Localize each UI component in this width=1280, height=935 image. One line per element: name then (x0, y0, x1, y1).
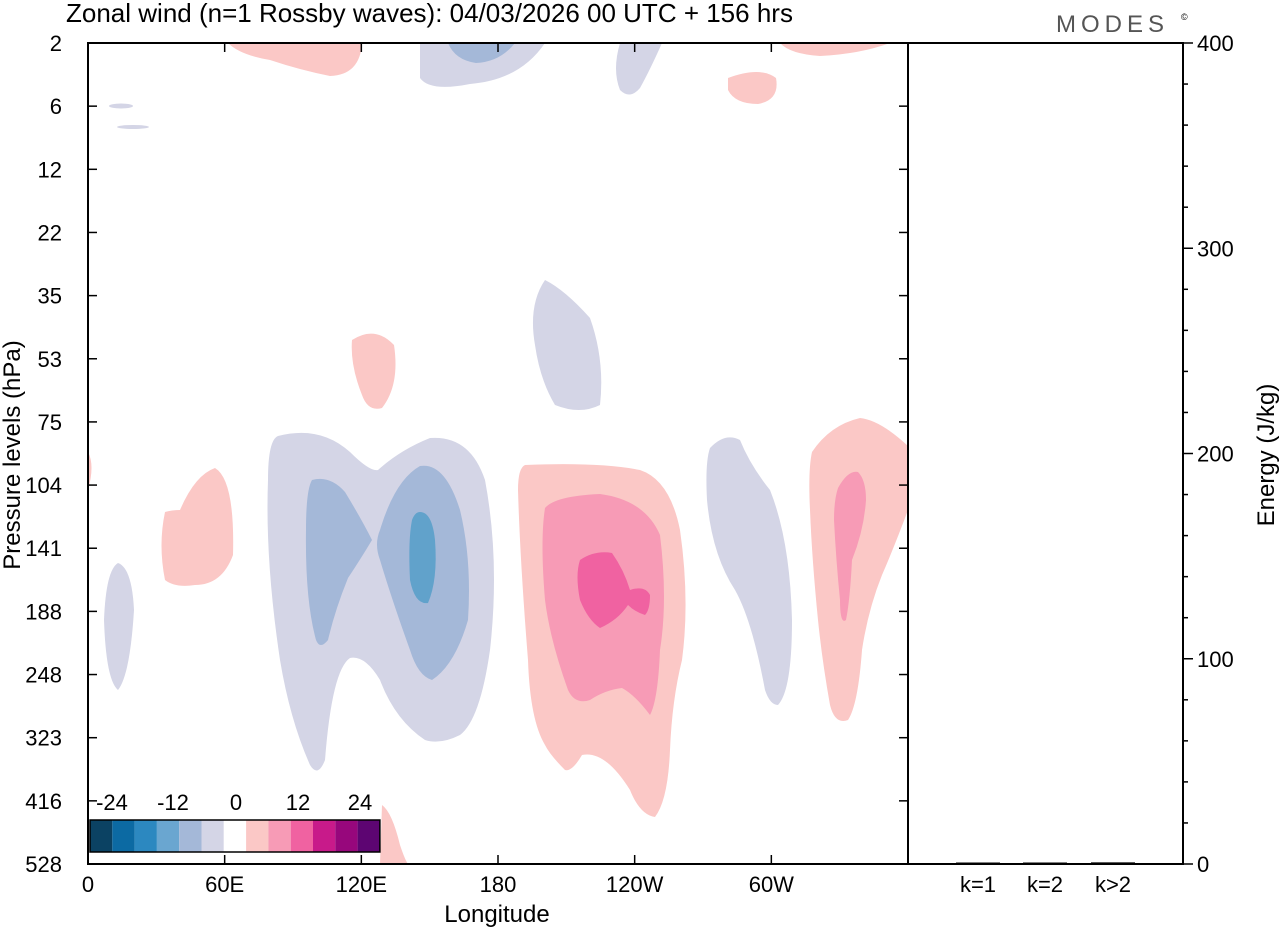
y-tick-label: 6 (50, 94, 62, 119)
colorbar-label: -24 (96, 790, 128, 815)
energy-plot-frame (907, 42, 1184, 865)
y-axis-label: Pressure levels (hPa) (0, 340, 26, 569)
colorbar-swatch (90, 820, 113, 852)
x-tick-label: 60E (205, 872, 244, 897)
brand-logo: MODES © (1056, 11, 1188, 38)
colorbar-swatch (246, 820, 269, 852)
contour-plot-frame (87, 42, 909, 865)
colorbar: -24 -12 0 12 24 (89, 790, 381, 853)
x-axis-label: Longitude (444, 901, 549, 928)
colorbar-swatch (290, 820, 313, 852)
x-tick-label: 180 (480, 872, 517, 897)
colorbar-label: 24 (348, 790, 372, 815)
energy-bar (1023, 862, 1067, 864)
brand-name: MODES (1056, 11, 1169, 38)
energy-axis: 0 100 200 300 400 (1183, 31, 1234, 877)
energy-bar (956, 862, 1000, 864)
colorbar-swatch (156, 820, 180, 852)
contour-pos-20w-outer (809, 418, 908, 721)
y-tick-label: 22 (38, 220, 62, 245)
contour-neg-60w (706, 437, 792, 705)
contour-pos-bottom (380, 805, 408, 864)
y-tick-label: 2 (50, 31, 62, 56)
contour-neg-top-2 (616, 43, 662, 95)
energy-tick-label: 200 (1197, 442, 1234, 467)
colorbar-swatch (134, 820, 157, 852)
brand-mark: © (1181, 12, 1188, 22)
y-tick-label: 188 (25, 599, 62, 624)
y-tick-label: 141 (25, 536, 62, 561)
colorbar-swatch (335, 820, 358, 852)
contour-neg-top-1 (420, 43, 545, 87)
energy-tick-label: 300 (1197, 236, 1234, 261)
contour-neg-big-inner-left (305, 478, 372, 645)
colorbar-swatch (268, 820, 291, 852)
energy-bars: k=1 k=2 k>2 (956, 862, 1135, 897)
colorbar-swatch (179, 820, 202, 852)
energy-tick-label: 0 (1197, 852, 1209, 877)
x-tick-label: 120E (336, 872, 387, 897)
y-tick-label: 323 (25, 726, 62, 751)
contour-pos-top-3 (780, 43, 890, 56)
colorbar-swatch (223, 820, 247, 852)
y-tick-label: 416 (25, 789, 62, 814)
energy-tick-label: 400 (1197, 31, 1234, 56)
x-tick-label: 60W (749, 872, 794, 897)
y-tick-label: 528 (25, 852, 62, 877)
contour-pos-mid (351, 333, 396, 409)
energy-category-label: k=2 (1027, 872, 1063, 897)
chart-title: Zonal wind (n=1 Rossby waves): 04/03/202… (66, 0, 793, 28)
energy-category-label: k>2 (1095, 872, 1131, 897)
x-tick-label: 0 (82, 872, 94, 897)
colorbar-frame (89, 819, 381, 853)
contour-neg-big-core (409, 512, 436, 604)
contour-neg-tiny-1 (109, 103, 133, 109)
energy-bar (1091, 862, 1135, 864)
energy-tick-label: 100 (1197, 647, 1234, 672)
contour-neg-15e (104, 563, 134, 690)
pressure-axis: 2 6 12 22 35 53 75 104 141 188 248 323 416 528 (25, 31, 908, 877)
y-tick-label: 75 (38, 410, 62, 435)
energy-axis-label: Energy (J/kg) (1253, 384, 1280, 527)
y-tick-label: 35 (38, 284, 62, 309)
colorbar-swatch (357, 820, 380, 852)
colorbar-swatch (201, 820, 224, 852)
colorbar-label: -12 (157, 790, 189, 815)
contour-pos-top-1 (228, 43, 362, 76)
contour-pos-20w-inner (834, 471, 866, 621)
y-tick-label: 248 (25, 663, 62, 688)
longitude-axis: 0 60E 120E 180 120W 60W (82, 43, 794, 897)
x-tick-label: 120W (606, 872, 664, 897)
contour-pos-40e (161, 468, 234, 586)
colorbar-label: 0 (230, 790, 242, 815)
y-tick-label: 104 (25, 473, 62, 498)
energy-category-label: k=1 (960, 872, 996, 897)
y-tick-label: 12 (38, 157, 62, 182)
colorbar-swatch (313, 820, 336, 852)
colorbar-label: 12 (286, 790, 310, 815)
contour-pos-top-2 (728, 72, 777, 104)
contour-neg-mid (532, 280, 602, 410)
contour-pos-big-core (577, 552, 650, 628)
colorbar-swatch (112, 820, 135, 852)
contour-neg-tiny-2 (117, 125, 149, 129)
y-tick-label: 53 (38, 347, 62, 372)
contour-field (88, 43, 908, 864)
